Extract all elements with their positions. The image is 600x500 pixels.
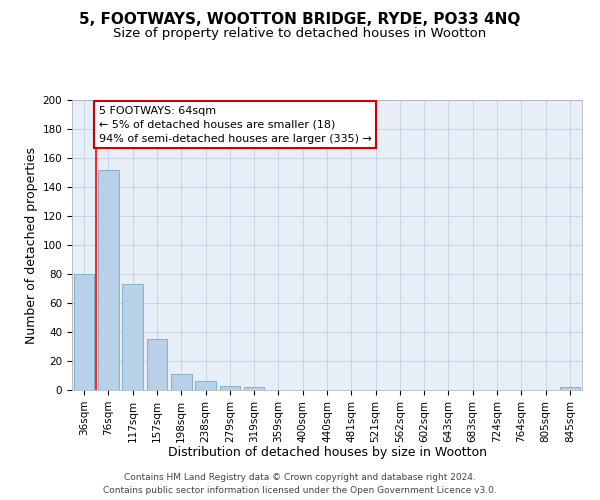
Text: Contains HM Land Registry data © Crown copyright and database right 2024.: Contains HM Land Registry data © Crown c… <box>124 474 476 482</box>
Bar <box>146 339 167 390</box>
Bar <box>98 170 119 390</box>
Bar <box>74 274 94 390</box>
Text: 5, FOOTWAYS, WOOTTON BRIDGE, RYDE, PO33 4NQ: 5, FOOTWAYS, WOOTTON BRIDGE, RYDE, PO33 … <box>79 12 521 28</box>
Bar <box>560 387 580 390</box>
X-axis label: Distribution of detached houses by size in Wootton: Distribution of detached houses by size … <box>167 446 487 459</box>
Text: 5 FOOTWAYS: 64sqm
← 5% of detached houses are smaller (18)
94% of semi-detached : 5 FOOTWAYS: 64sqm ← 5% of detached house… <box>99 106 371 144</box>
Bar <box>244 387 265 390</box>
Bar <box>122 284 143 390</box>
Y-axis label: Number of detached properties: Number of detached properties <box>25 146 38 344</box>
Bar <box>195 382 216 390</box>
Text: Contains public sector information licensed under the Open Government Licence v3: Contains public sector information licen… <box>103 486 497 495</box>
Text: Size of property relative to detached houses in Wootton: Size of property relative to detached ho… <box>113 28 487 40</box>
Bar <box>220 386 240 390</box>
Bar <box>171 374 191 390</box>
